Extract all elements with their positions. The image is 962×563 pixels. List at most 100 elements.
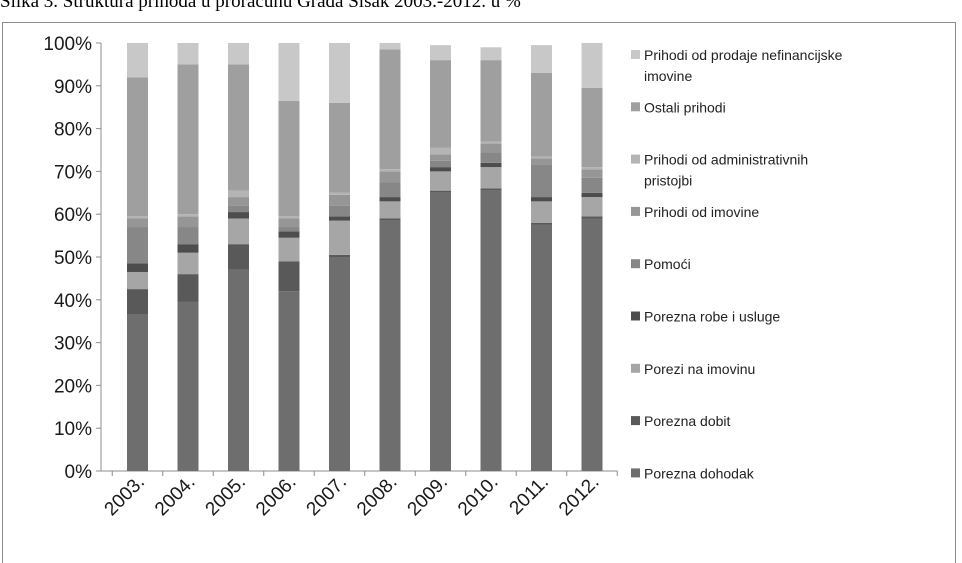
bar-segment-5 [480, 152, 502, 163]
bar-segment-8 [531, 72, 552, 157]
bar-segment-7 [177, 214, 199, 217]
chart-frame [2, 22, 956, 563]
bar-segment-5 [278, 227, 300, 232]
bar-segment-8 [228, 64, 249, 191]
bar-segment-4 [581, 192, 603, 198]
legend-label: imovine [644, 68, 692, 84]
bar-segment-3 [127, 271, 148, 290]
legend-label: Porezna dohodak [644, 465, 755, 481]
bar-segment-4 [228, 212, 249, 219]
legend-swatch [631, 416, 640, 426]
bar-segment-3 [379, 201, 401, 219]
legend-label: Porezi na imovinu [644, 361, 755, 377]
bar-segment-8 [379, 49, 401, 170]
bar-segment-6 [531, 158, 552, 165]
legend-swatch [631, 363, 640, 373]
bar-segment-2 [228, 244, 249, 270]
legend-label: Prihodi od administrativnih [644, 152, 808, 168]
legend-label: Ostali prihodi [644, 99, 726, 115]
bar-segment-5 [379, 182, 401, 198]
bar-segment-1 [430, 192, 451, 472]
bar-segment-9 [228, 43, 249, 65]
bar-segment-6 [430, 154, 451, 161]
legend-swatch [631, 206, 640, 216]
bar-segment-9 [581, 43, 603, 88]
bar-segment-1 [228, 269, 249, 471]
bar-segment-2 [480, 188, 502, 191]
bar-segment-9 [177, 43, 199, 65]
bar-segment-9 [278, 43, 300, 101]
bar-segment-4 [278, 231, 300, 238]
bar-segment-6 [581, 169, 603, 178]
bar-segment-8 [127, 77, 148, 217]
y-tick-label: 10% [54, 419, 92, 440]
y-tick-label: 100% [43, 34, 92, 55]
x-tick-label: 2005. [202, 472, 250, 520]
bar-segment-2 [581, 216, 603, 219]
bar-segment-9 [430, 45, 451, 61]
bar-segment-6 [480, 143, 502, 153]
bar-segment-7 [127, 216, 148, 219]
bar-segment-2 [177, 274, 199, 302]
x-tick-label: 2011. [506, 472, 553, 519]
y-tick-label: 0% [65, 462, 93, 483]
bar-segment-7 [379, 169, 401, 172]
bar-segment-9 [531, 45, 552, 73]
bar-segment-4 [379, 197, 401, 202]
x-tick-label: 2006. [252, 472, 300, 520]
legend-swatch [631, 102, 640, 112]
x-tick-label: 2010. [454, 472, 502, 520]
bar-segment-4 [480, 162, 502, 168]
bar-segment-5 [127, 227, 148, 264]
legend-label: Porezna robe i usluge [644, 309, 780, 325]
bar-segment-3 [581, 197, 603, 217]
y-tick-label: 80% [54, 120, 92, 141]
bar-segment-2 [430, 190, 451, 193]
bar-segment-7 [430, 147, 451, 155]
bar-segment-5 [228, 205, 249, 213]
bar-segment-8 [278, 100, 300, 217]
bar-segment-1 [379, 220, 401, 471]
bar-segment-7 [278, 216, 300, 219]
x-tick-label: 2004. [151, 472, 199, 520]
bar-segment-1 [127, 314, 148, 471]
bar-segment-9 [329, 43, 350, 103]
bar-segment-8 [581, 87, 603, 168]
bar-segment-7 [531, 156, 552, 159]
bar-segment-9 [379, 43, 401, 50]
bar-segment-7 [581, 167, 603, 170]
x-tick-label: 2007. [303, 472, 351, 520]
bar-segment-1 [581, 218, 603, 471]
bar-segment-4 [177, 244, 199, 253]
bar-segment-6 [329, 194, 350, 206]
bar-segment-6 [379, 171, 401, 183]
bar-segment-1 [329, 257, 350, 471]
bar-segment-1 [177, 301, 199, 471]
bar-segment-1 [480, 190, 502, 471]
y-tick-label: 20% [54, 376, 92, 397]
bar-segment-5 [531, 164, 552, 198]
bar-segment-7 [329, 192, 350, 195]
legend-swatch [631, 468, 640, 478]
y-tick-label: 40% [54, 291, 92, 312]
bar-segment-3 [278, 237, 300, 262]
bar-segment-2 [379, 218, 401, 221]
x-tick-label: 2008. [353, 472, 401, 520]
bar-segment-6 [177, 216, 199, 228]
y-tick-label: 90% [54, 77, 92, 98]
bar-segment-3 [480, 167, 502, 189]
legend-swatch [631, 259, 640, 269]
legend-label: Prihodi od prodaje nefinancijske [644, 47, 843, 63]
x-tick-label: 2003. [101, 472, 149, 520]
legend-swatch [631, 50, 640, 59]
bar-segment-8 [480, 60, 502, 142]
legend-label: pristojbi [644, 173, 692, 189]
bar-segment-8 [177, 64, 199, 215]
bar-segment-3 [329, 220, 350, 255]
x-tick-label: 2009. [404, 472, 452, 520]
bar-segment-5 [581, 177, 603, 193]
bar-segment-6 [127, 218, 148, 228]
bar-segment-3 [228, 218, 249, 245]
bar-segment-6 [278, 218, 300, 228]
bar-segment-4 [127, 263, 148, 272]
